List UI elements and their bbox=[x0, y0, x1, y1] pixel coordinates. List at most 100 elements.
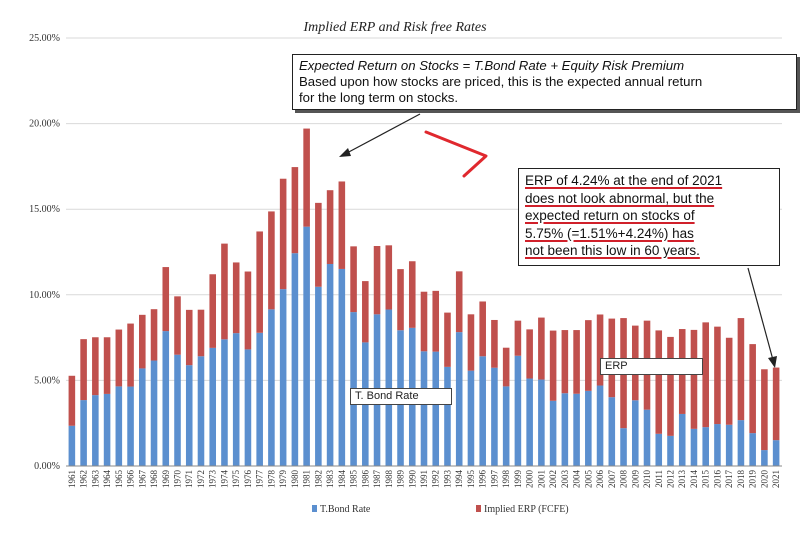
bar-tbond-2003 bbox=[561, 393, 569, 466]
x-tick-label: 1977 bbox=[255, 470, 265, 489]
bar-tbond-1997 bbox=[491, 367, 498, 466]
bar-tbond-1962 bbox=[80, 400, 87, 466]
bar-tbond-1964 bbox=[103, 393, 111, 466]
bar-tbond-2007 bbox=[608, 397, 616, 466]
bar-erp-1969 bbox=[162, 267, 170, 332]
arrow-to-2021-head bbox=[768, 356, 777, 368]
x-tick-label: 1975 bbox=[231, 470, 241, 489]
callout-equation: Expected Return on Stocks = T.Bond Rate … bbox=[299, 58, 685, 73]
red-arrow-icon bbox=[424, 130, 488, 178]
bar-tbond-1999 bbox=[514, 355, 522, 466]
bar-tbond-1996 bbox=[479, 356, 486, 466]
arrow-to-peak-head bbox=[339, 148, 351, 157]
x-tick-label: 1969 bbox=[161, 470, 171, 489]
bar-tbond-1975 bbox=[232, 333, 240, 466]
bar-tbond-1967 bbox=[139, 368, 146, 466]
x-tick-label: 2021 bbox=[771, 470, 781, 488]
x-tick-label: 1984 bbox=[337, 470, 347, 489]
bar-erp-1963 bbox=[92, 337, 99, 396]
x-tick-label: 2001 bbox=[536, 470, 546, 488]
bar-tbond-1995 bbox=[467, 370, 475, 466]
bar-erp-1965 bbox=[115, 329, 123, 387]
bar-tbond-1977 bbox=[256, 332, 263, 466]
bar-erp-2004 bbox=[573, 330, 580, 394]
bar-erp-2000 bbox=[526, 329, 533, 379]
bar-tbond-1968 bbox=[150, 360, 158, 466]
bar-erp-1970 bbox=[174, 296, 181, 355]
bar-erp-1990 bbox=[408, 261, 416, 328]
bar-erp-2006 bbox=[596, 314, 604, 386]
bar-erp-2016 bbox=[714, 326, 721, 425]
bar-erp-2011 bbox=[655, 330, 663, 434]
x-tick-label: 1999 bbox=[513, 470, 523, 489]
bar-erp-2014 bbox=[690, 329, 698, 429]
bar-erp-1978 bbox=[268, 211, 275, 310]
bar-tbond-1978 bbox=[268, 309, 275, 466]
x-tick-label: 2011 bbox=[654, 470, 664, 488]
bar-tbond-1970 bbox=[174, 354, 181, 466]
bar-tbond-1988 bbox=[385, 309, 393, 466]
bar-tbond-2020 bbox=[761, 450, 768, 466]
y-tick-label: 5.00% bbox=[34, 375, 60, 386]
bar-erp-1993 bbox=[444, 312, 451, 367]
bar-tbond-2000 bbox=[526, 378, 533, 466]
bar-tbond-2017 bbox=[725, 424, 733, 466]
bar-erp-1972 bbox=[197, 309, 205, 357]
bar-tbond-1993 bbox=[444, 366, 451, 466]
bar-tbond-2009 bbox=[631, 400, 639, 466]
x-tick-label: 2009 bbox=[630, 470, 640, 489]
y-tick-label: 20.00% bbox=[29, 119, 60, 130]
bar-erp-1966 bbox=[127, 323, 134, 387]
bar-erp-1983 bbox=[326, 190, 334, 264]
x-tick-label: 1974 bbox=[219, 470, 229, 489]
bar-erp-1997 bbox=[491, 319, 498, 368]
x-tick-label: 1982 bbox=[313, 470, 323, 488]
bar-erp-1995 bbox=[467, 314, 475, 371]
bar-erp-1985 bbox=[350, 246, 357, 313]
x-tick-label: 2003 bbox=[560, 470, 570, 489]
bar-tbond-1966 bbox=[127, 386, 134, 466]
y-tick-label: 0.00% bbox=[34, 461, 60, 472]
bar-erp-1962 bbox=[80, 339, 87, 401]
bar-tbond-1981 bbox=[303, 226, 310, 466]
legend-swatch-tbond bbox=[312, 505, 317, 512]
bar-erp-1977 bbox=[256, 231, 263, 333]
bar-tbond-1974 bbox=[221, 339, 228, 466]
bar-tbond-1994 bbox=[455, 332, 463, 466]
bar-erp-2018 bbox=[737, 318, 745, 421]
x-tick-label: 2016 bbox=[712, 470, 722, 489]
x-tick-label: 2010 bbox=[642, 470, 652, 489]
x-tick-label: 1963 bbox=[90, 470, 100, 489]
erp-note-line: ERP of 4.24% at the end of 2021 bbox=[525, 173, 723, 188]
erp-note-line: expected return on stocks of bbox=[525, 208, 695, 223]
bar-erp-2003 bbox=[561, 330, 569, 394]
chart-title: Implied ERP and Risk free Rates bbox=[302, 20, 487, 35]
bar-tbond-1982 bbox=[315, 286, 322, 466]
bar-tbond-2018 bbox=[737, 420, 745, 466]
x-tick-label: 1971 bbox=[184, 470, 194, 488]
label-erp: ERP bbox=[600, 358, 703, 375]
x-tick-label: 1983 bbox=[325, 470, 335, 489]
x-tick-label: 1998 bbox=[501, 470, 511, 489]
x-tick-label: 1985 bbox=[349, 470, 359, 489]
label-tbond-rate: T. Bond Rate bbox=[350, 388, 452, 405]
x-tick-label: 2014 bbox=[689, 470, 699, 489]
bar-tbond-2014 bbox=[690, 428, 698, 466]
bar-erp-1982 bbox=[315, 202, 322, 287]
arrow-to-2021 bbox=[747, 267, 774, 361]
x-tick-label: 2019 bbox=[748, 470, 758, 489]
bar-tbond-1971 bbox=[185, 365, 193, 466]
bar-erp-1967 bbox=[139, 314, 146, 369]
bar-tbond-1991 bbox=[420, 351, 428, 466]
x-tick-label: 2007 bbox=[607, 470, 617, 489]
x-tick-label: 1994 bbox=[454, 470, 464, 489]
x-tick-label: 1976 bbox=[243, 470, 253, 489]
x-tick-label: 1972 bbox=[196, 470, 206, 488]
bar-tbond-1980 bbox=[291, 253, 299, 466]
arrow-to-peak bbox=[344, 113, 421, 155]
x-tick-label: 1978 bbox=[266, 470, 276, 489]
x-tick-label: 2000 bbox=[525, 470, 535, 489]
x-tick-label: 1992 bbox=[431, 470, 441, 488]
